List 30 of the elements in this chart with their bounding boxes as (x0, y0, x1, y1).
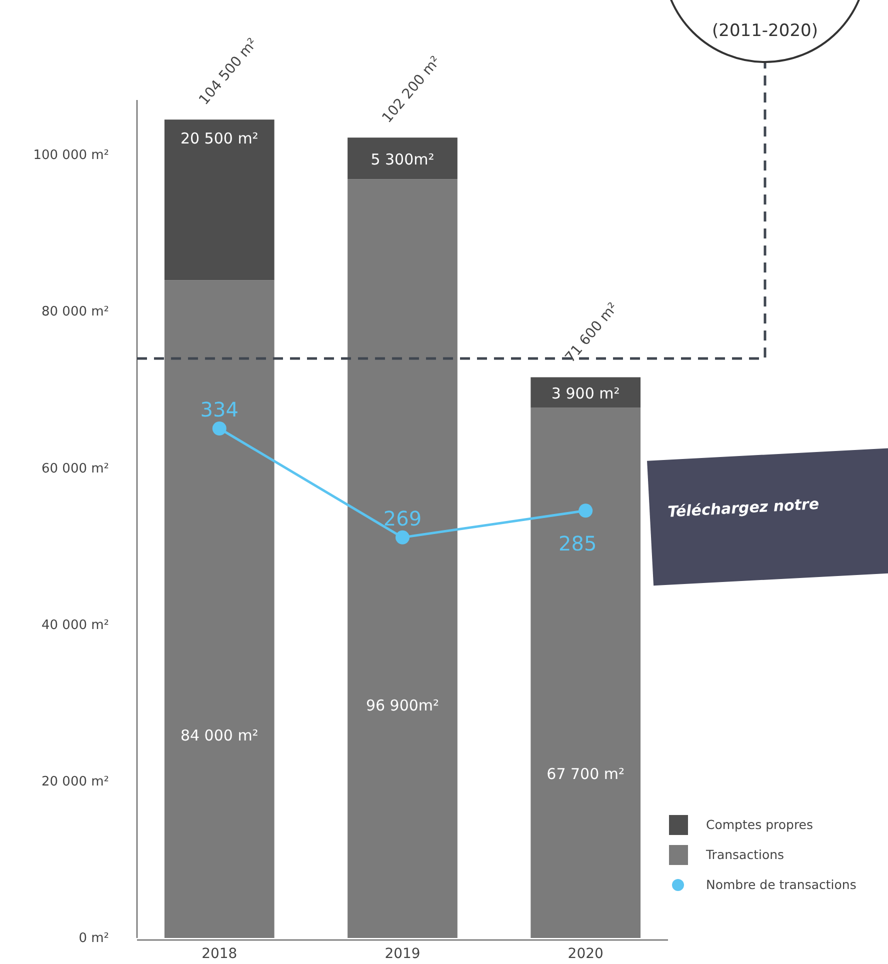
data-label: 96 900m² (366, 696, 440, 714)
x-tick-label: 2019 (384, 946, 420, 962)
data-label: 84 000 m² (180, 726, 258, 745)
x-tick-label: 2018 (202, 946, 238, 962)
bar (348, 138, 458, 180)
y-tick-label: 20 000 m² (42, 774, 109, 790)
data-label: 3 900 m² (551, 384, 620, 403)
y-tick-label: 60 000 m² (42, 461, 109, 476)
bar (530, 377, 641, 408)
y-tick-label: 80 000 m² (42, 304, 109, 320)
annotation: Téléchargez notre (667, 494, 820, 521)
text: (2011-2020) (712, 21, 818, 41)
y-tick-label: 100 000 m² (33, 148, 109, 163)
bar (164, 280, 274, 938)
bar (530, 408, 641, 938)
legend-label: Transactions (705, 847, 784, 862)
y-tick-label: 40 000 m² (42, 618, 109, 633)
data-label: 269 (383, 506, 422, 530)
bar (164, 120, 274, 280)
data-label: 20 500 m² (180, 130, 258, 148)
data-label: 67 700 m² (546, 764, 625, 783)
data-label: 285 (558, 532, 597, 556)
x-tick-label: 2020 (568, 946, 604, 962)
bar (348, 179, 458, 938)
total-label: 71 600 m² (562, 300, 622, 366)
legend-label: Nombre de transactions (706, 877, 856, 892)
y-tick-label: 0 m² (78, 931, 109, 946)
data-label: 5 300m² (370, 150, 434, 168)
legend-label: Comptes propres (706, 817, 814, 832)
data-label: 334 (200, 397, 238, 422)
